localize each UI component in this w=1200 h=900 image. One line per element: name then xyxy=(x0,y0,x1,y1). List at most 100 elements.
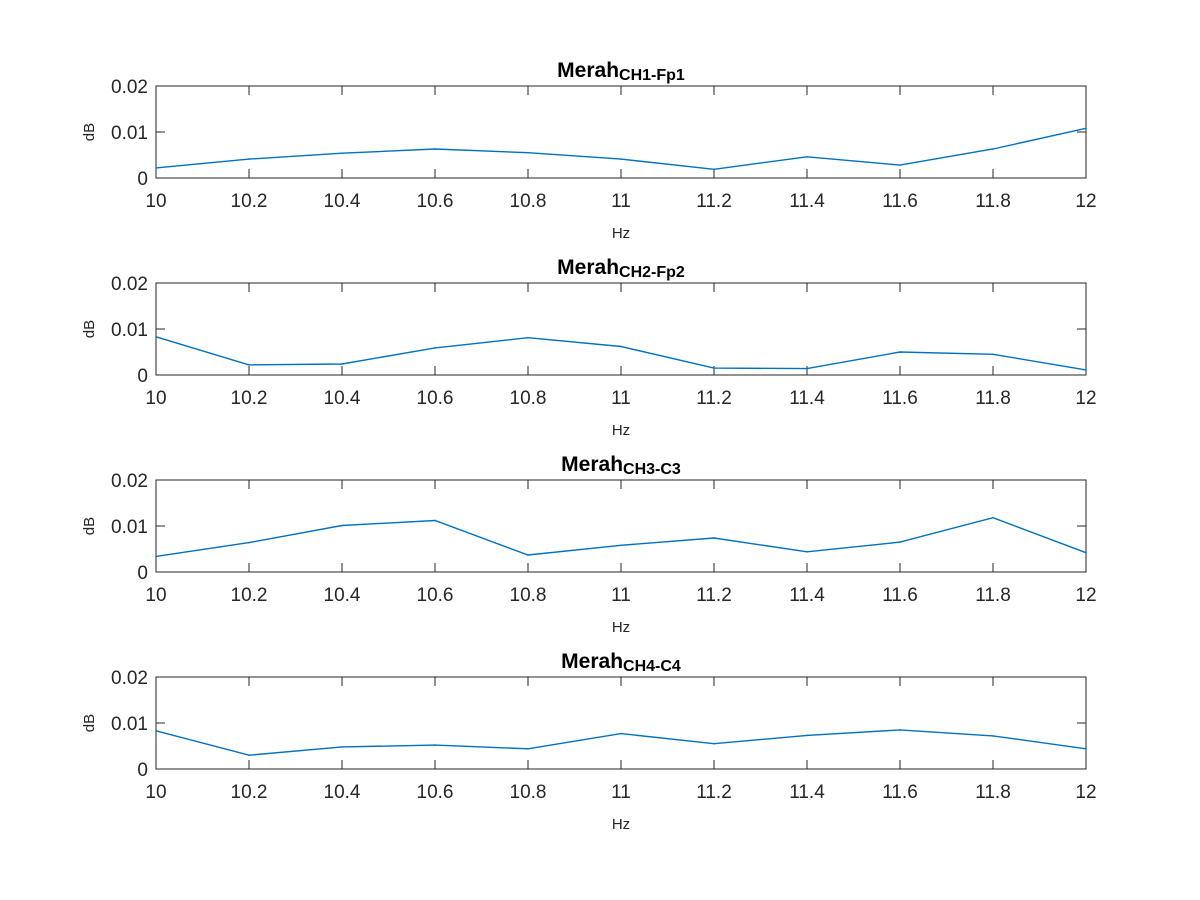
data-point xyxy=(527,336,529,339)
chart-title: MerahCH1-Fp1 xyxy=(557,59,685,84)
x-tick-label: 11 xyxy=(611,782,631,803)
data-point xyxy=(155,336,157,338)
data-point xyxy=(1085,747,1087,750)
data-point xyxy=(1085,551,1087,554)
x-tick-label: 12 xyxy=(1075,191,1096,212)
x-tick-label: 10.6 xyxy=(417,191,454,212)
y-tick-label: 0.01 xyxy=(111,320,148,341)
x-tick-label: 10.4 xyxy=(324,388,361,409)
y-tick-label: 0.01 xyxy=(111,123,148,144)
data-point xyxy=(620,158,622,160)
x-axis-label: Hz xyxy=(612,422,630,439)
data-point xyxy=(155,730,157,732)
chart-title-main: Merah xyxy=(561,453,623,476)
x-tick-label: 10.2 xyxy=(231,585,268,606)
data-point xyxy=(899,541,901,543)
data-point xyxy=(155,167,157,169)
x-tick-label: 10 xyxy=(145,782,166,803)
plot-area xyxy=(155,85,1087,179)
y-tick-label: 0 xyxy=(137,563,148,584)
x-tick-label: 10.6 xyxy=(417,585,454,606)
x-tick-label: 10.4 xyxy=(324,191,361,212)
x-axis-label: Hz xyxy=(612,619,630,636)
y-tick-label: 0 xyxy=(137,169,148,190)
subplot-2: 10 10.2 10.4 10.6 10.8 11 11.2 11.4 11.6 11.8 12 0 0… xyxy=(81,256,1097,439)
chart-title-subscript: CH3-C3 xyxy=(623,461,681,478)
data-point xyxy=(341,363,343,365)
data-point xyxy=(434,148,436,150)
x-axis-label: Hz xyxy=(612,225,630,242)
x-tick-label: 11 xyxy=(611,585,631,606)
x-tick-label: 11.6 xyxy=(882,585,918,606)
x-tick-label: 10.4 xyxy=(324,782,361,803)
data-point xyxy=(620,732,622,735)
data-point xyxy=(899,164,901,166)
data-point xyxy=(434,347,436,349)
plot-area xyxy=(155,676,1087,770)
subplot-1: 10 10.2 10.4 10.6 10.8 11 11.2 11.4 11.6 11.8 12 0 0… xyxy=(81,59,1097,242)
subplot-4: 10 10.2 10.4 10.6 10.8 11 11.2 11.4 11.6 11.8 12 0 0… xyxy=(81,650,1097,833)
x-tick-label: 10.2 xyxy=(231,388,268,409)
chart-title: MerahCH2-Fp2 xyxy=(557,256,685,281)
y-axis-label: dB xyxy=(81,517,98,535)
data-point xyxy=(806,550,808,553)
data-point xyxy=(527,747,529,750)
x-tick-label: 10.2 xyxy=(231,782,268,803)
x-tick-label: 10 xyxy=(145,585,166,606)
y-axis-label: dB xyxy=(81,123,98,141)
chart-title-main: Merah xyxy=(557,256,619,279)
data-point xyxy=(527,554,529,556)
data-point xyxy=(806,156,808,158)
data-point xyxy=(899,729,901,731)
y-tick-label: 0 xyxy=(137,760,148,781)
y-tick-label: 0.02 xyxy=(111,274,148,295)
x-tick-label: 11.2 xyxy=(696,388,732,409)
chart-title-main: Merah xyxy=(561,650,623,673)
data-point xyxy=(620,544,622,547)
data-point xyxy=(713,742,715,745)
data-point xyxy=(992,353,994,356)
x-tick-label: 10.8 xyxy=(510,388,547,409)
x-axis-label: Hz xyxy=(612,816,630,833)
data-point xyxy=(1085,369,1087,371)
data-point xyxy=(155,555,157,558)
x-tick-label: 10.6 xyxy=(417,782,454,803)
data-point xyxy=(992,148,994,150)
data-point xyxy=(248,754,250,756)
y-tick-label: 0.02 xyxy=(111,668,148,689)
data-point xyxy=(806,734,808,737)
y-tick-label: 0.01 xyxy=(111,517,148,538)
x-tick-label: 11.4 xyxy=(789,388,825,409)
x-tick-label: 12 xyxy=(1075,782,1096,803)
data-point xyxy=(248,541,250,544)
x-tick-label: 11.6 xyxy=(882,782,918,803)
x-tick-label: 11.8 xyxy=(975,388,1011,409)
chart-title-main: Merah xyxy=(557,59,619,82)
x-tick-label: 11.2 xyxy=(696,782,732,803)
y-tick-label: 0.02 xyxy=(111,77,148,98)
data-point xyxy=(1085,127,1087,130)
chart-title-subscript: CH4-C4 xyxy=(623,658,681,675)
data-point xyxy=(248,158,250,160)
plot-area xyxy=(155,479,1087,573)
x-tick-label: 11.8 xyxy=(975,191,1011,212)
data-point xyxy=(713,168,715,171)
x-tick-label: 12 xyxy=(1075,585,1096,606)
x-tick-label: 10.8 xyxy=(510,191,547,212)
x-tick-label: 11.4 xyxy=(789,782,825,803)
chart-title-subscript: CH1-Fp1 xyxy=(619,67,685,84)
x-tick-label: 11.8 xyxy=(975,585,1011,606)
x-tick-label: 10.4 xyxy=(324,585,361,606)
chart-title-subscript: CH2-Fp2 xyxy=(619,264,685,281)
x-tick-label: 11 xyxy=(611,388,631,409)
x-tick-label: 11.4 xyxy=(789,585,825,606)
data-point xyxy=(341,524,343,527)
data-point xyxy=(713,367,715,369)
x-tick-label: 11.4 xyxy=(789,191,825,212)
x-tick-label: 11.8 xyxy=(975,782,1011,803)
data-point xyxy=(527,151,529,154)
y-axis-label: dB xyxy=(81,320,98,338)
data-point xyxy=(341,152,343,154)
chart-title: MerahCH4-C4 xyxy=(561,650,681,675)
